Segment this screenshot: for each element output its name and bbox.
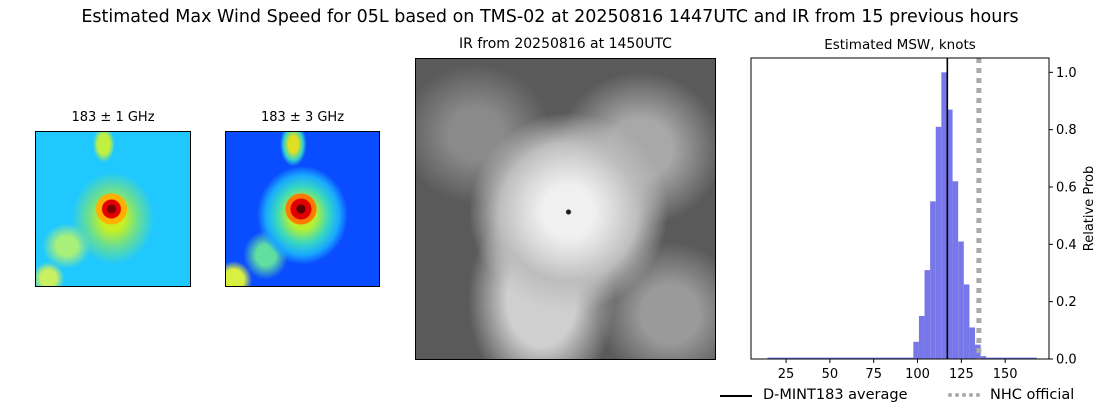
histogram-bar — [773, 357, 779, 359]
histogram-bar — [918, 316, 925, 359]
histogram-bar — [784, 357, 790, 359]
legend-nhc-swatch — [948, 393, 980, 397]
histogram-bar — [868, 357, 875, 359]
histogram-bar — [902, 357, 908, 359]
x-tick-label: 125 — [949, 367, 974, 382]
microwave-image-183-3ghz — [225, 131, 380, 287]
histogram-bar — [862, 357, 869, 359]
y-tick-label: 0.6 — [1056, 181, 1077, 196]
histogram-bar — [946, 109, 953, 359]
histogram-bar — [857, 357, 863, 359]
histogram-bar — [952, 181, 959, 359]
histogram-bar — [991, 357, 998, 359]
x-tick-label: 75 — [865, 367, 882, 382]
histogram-bar — [913, 341, 919, 359]
histogram-bar — [980, 356, 987, 359]
mw2-title: 183 ± 3 GHz — [260, 110, 345, 125]
histogram-bar — [1008, 357, 1015, 359]
histogram-bar — [958, 241, 964, 359]
histogram-bar — [1031, 357, 1037, 359]
histogram-bar — [963, 284, 970, 359]
histogram-bar — [935, 126, 942, 359]
legend-nhc-label: NHC official — [990, 387, 1075, 403]
histogram-bar — [840, 357, 847, 359]
histogram-bar — [907, 357, 914, 359]
ticks-layer: 25 50 75 100 125 150 0.0 0.2 0.4 0.6 0.8 1.0 — [778, 66, 1077, 382]
histogram-bar — [834, 357, 841, 359]
bars-layer — [767, 72, 1037, 359]
ir-title: IR from 20250816 at 1450UTC — [459, 36, 672, 52]
histogram-bar — [986, 357, 992, 359]
axes-frame — [750, 57, 1050, 360]
histogram-bar — [1019, 357, 1026, 359]
histogram-bar — [846, 357, 852, 359]
ir-satellite-image — [415, 58, 716, 360]
histogram-bar — [969, 327, 976, 359]
histogram-bar — [801, 357, 807, 359]
mw1-title: 183 ± 1 GHz — [71, 110, 155, 125]
histogram-bar — [941, 72, 947, 359]
histogram-bar — [795, 357, 802, 359]
histogram-bar — [767, 357, 774, 359]
histogram-bar — [823, 357, 830, 359]
x-tick-label: 50 — [822, 367, 839, 382]
histogram-bar — [778, 357, 785, 359]
histogram-bar — [829, 357, 835, 359]
y-axis-label: Relative Prob — [1082, 166, 1097, 251]
histogram-bar — [1003, 357, 1009, 359]
histogram-bar — [896, 357, 903, 359]
histogram-bar — [924, 270, 931, 359]
histogram-bar — [997, 357, 1004, 359]
y-tick-label: 0.4 — [1056, 238, 1077, 253]
y-tick-label: 0.2 — [1056, 295, 1077, 310]
legend-dmint-swatch — [720, 395, 752, 397]
histogram-bar — [874, 357, 880, 359]
microwave-image-183-1ghz — [35, 131, 191, 287]
histogram-bar — [851, 357, 858, 359]
figure-title: Estimated Max Wind Speed for 05L based o… — [81, 7, 1019, 27]
histogram-bar — [1025, 357, 1032, 359]
x-tick-label: 150 — [993, 367, 1018, 382]
histogram-bar — [789, 357, 796, 359]
lines-layer — [946, 58, 982, 359]
histogram-bar — [930, 201, 936, 359]
x-tick-label: 100 — [905, 367, 930, 382]
histogram-bar — [1014, 357, 1020, 359]
x-tick-label: 25 — [778, 367, 795, 382]
legend-dmint-label: D-MINT183 average — [763, 387, 908, 403]
histogram-bar — [890, 357, 897, 359]
y-tick-label: 0.0 — [1056, 353, 1077, 368]
histogram-bar — [817, 357, 824, 359]
histogram-title: Estimated MSW, knots — [824, 37, 976, 53]
histogram-bar — [885, 357, 891, 359]
histogram-bar — [806, 357, 813, 359]
histogram-bar — [879, 357, 886, 359]
y-tick-label: 1.0 — [1056, 66, 1077, 81]
y-tick-label: 0.8 — [1056, 123, 1077, 138]
histogram-bar — [812, 357, 818, 359]
